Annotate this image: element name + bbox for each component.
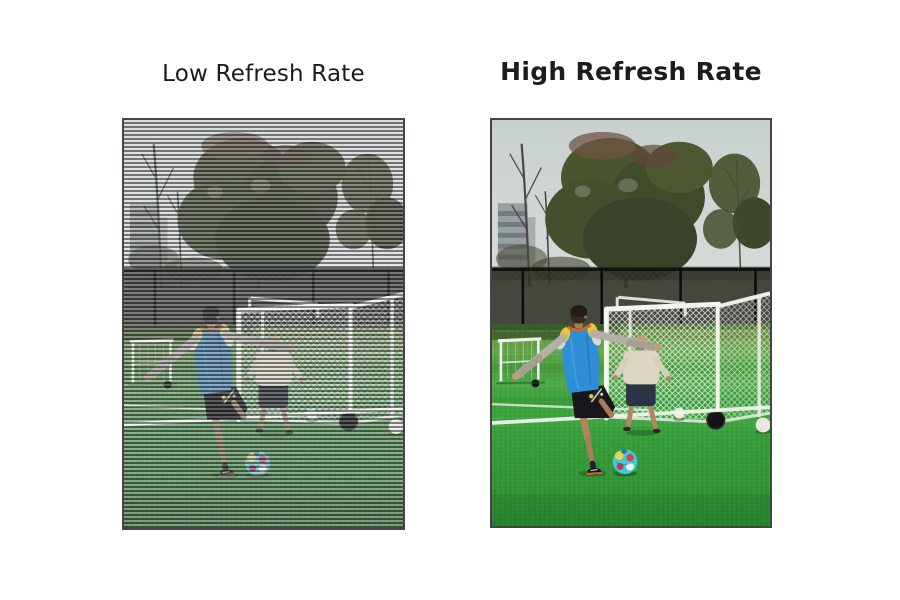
photo-low-refresh (124, 120, 403, 528)
low-refresh-panel (122, 118, 405, 530)
label-high-refresh-rate: High Refresh Rate (500, 57, 762, 86)
photo-high-refresh (492, 120, 770, 526)
label-low-refresh-rate: Low Refresh Rate (162, 61, 365, 87)
high-refresh-panel (490, 118, 772, 528)
